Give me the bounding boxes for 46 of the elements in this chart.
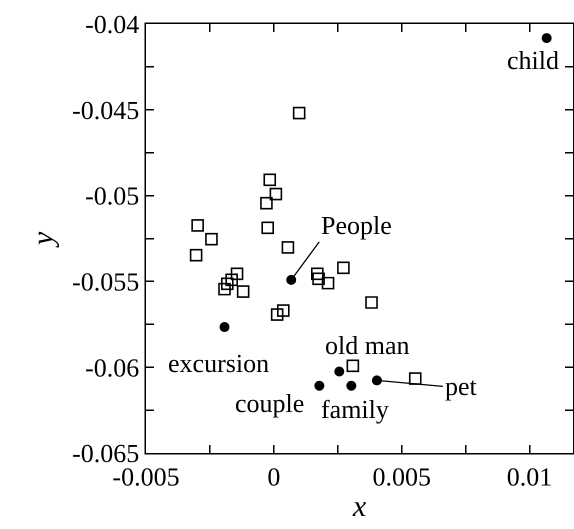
x-axis-title: x [352, 490, 367, 523]
point [292, 106, 306, 120]
annotation: couple [235, 389, 304, 418]
y-tick-label: -0.06 [85, 353, 140, 382]
y-axis-title: y [26, 231, 60, 248]
point [312, 272, 325, 286]
point [314, 380, 324, 391]
y-tick-label: -0.05 [85, 182, 140, 211]
annotation: family [321, 395, 389, 424]
point [334, 366, 344, 376]
annotation: excursion [168, 349, 270, 378]
annotation: old man [325, 331, 410, 360]
point [260, 196, 273, 210]
point [190, 248, 202, 262]
x-tick-label: 0.005 [372, 462, 431, 492]
point [365, 296, 378, 309]
point [408, 372, 422, 385]
point [311, 268, 324, 280]
point [230, 268, 244, 280]
annotation: People [321, 211, 392, 240]
point [270, 188, 282, 200]
y-tick-label: -0.055 [72, 268, 140, 296]
y-tick-label: -0.04 [85, 10, 140, 40]
point [337, 262, 350, 274]
point [542, 33, 552, 44]
point [225, 274, 238, 286]
point [191, 219, 204, 232]
point [236, 285, 250, 298]
point [282, 241, 294, 254]
point [221, 278, 234, 290]
point [346, 380, 356, 391]
annotation: child [507, 46, 559, 75]
annotation: pet [445, 372, 478, 401]
point [270, 308, 284, 321]
point [322, 276, 334, 290]
point [261, 222, 274, 234]
point [346, 360, 360, 372]
point [277, 304, 290, 317]
point [263, 174, 276, 186]
point [205, 232, 218, 246]
x-tick-label: 0.01 [506, 462, 552, 492]
point [218, 282, 231, 296]
point [372, 375, 382, 386]
y-tick-label: -0.045 [72, 96, 140, 125]
point [220, 322, 230, 332]
x-tick-label: 0 [267, 462, 280, 492]
